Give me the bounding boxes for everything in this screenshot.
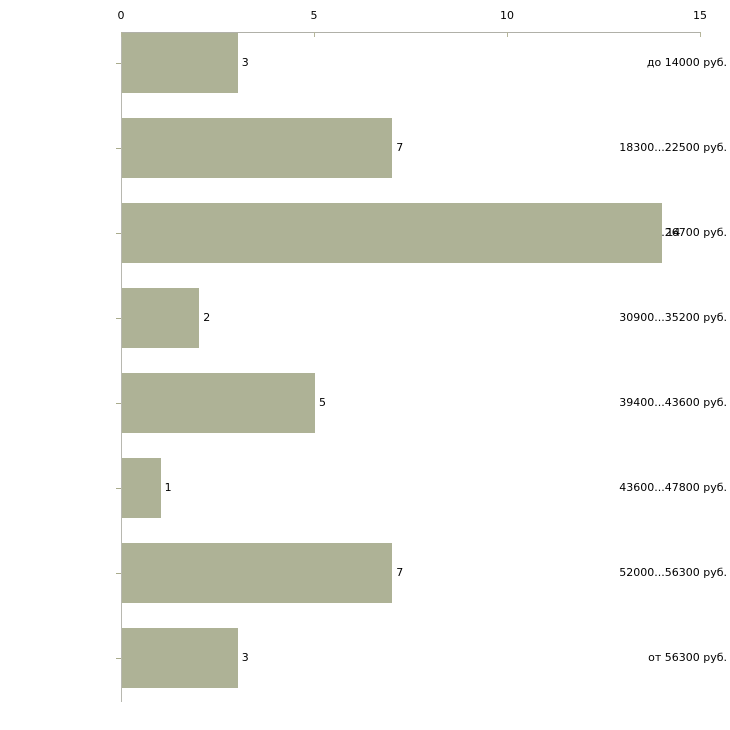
y-tick-mark (116, 63, 121, 64)
x-axis-line (121, 32, 700, 33)
bar (122, 118, 393, 178)
category-label: от 56300 руб. (648, 651, 727, 664)
category-label: до 14000 руб. (646, 56, 727, 69)
bar (122, 203, 663, 263)
y-tick-mark (116, 148, 121, 149)
category-label: 39400...43600 руб. (619, 396, 727, 409)
bar-value-label: 3 (241, 56, 249, 69)
x-tick-mark (314, 32, 315, 37)
bar-value-label: 7 (396, 141, 404, 154)
x-tick-mark (121, 32, 122, 37)
category-label: 52000...56300 руб. (619, 566, 727, 579)
bar (122, 543, 393, 603)
y-tick-mark (116, 403, 121, 404)
bar (122, 373, 315, 433)
y-axis-line (121, 32, 122, 702)
bar-value-label: 3 (241, 651, 249, 664)
x-tick-label: 10 (500, 9, 514, 22)
y-tick-mark (116, 233, 121, 234)
bar-value-label: 2 (203, 311, 211, 324)
bar (122, 33, 238, 93)
x-tick-label: 15 (693, 9, 707, 22)
bar (122, 458, 161, 518)
category-label: 30900...35200 руб. (619, 311, 727, 324)
y-tick-mark (116, 573, 121, 574)
y-tick-mark (116, 318, 121, 319)
bar-value-label: 1 (164, 481, 172, 494)
y-tick-mark (116, 658, 121, 659)
y-tick-mark (116, 488, 121, 489)
x-tick-mark (700, 32, 701, 37)
category-label: 43600...47800 руб. (619, 481, 727, 494)
category-label: 18300...22500 руб. (619, 141, 727, 154)
x-tick-mark (507, 32, 508, 37)
x-tick-label: 0 (117, 9, 125, 22)
bar (122, 628, 238, 688)
bar-value-label: 7 (396, 566, 404, 579)
x-tick-label: 5 (310, 9, 318, 22)
bar (122, 288, 200, 348)
bar-value-label: 5 (319, 396, 326, 409)
bar-value-label: 14 (666, 226, 681, 239)
